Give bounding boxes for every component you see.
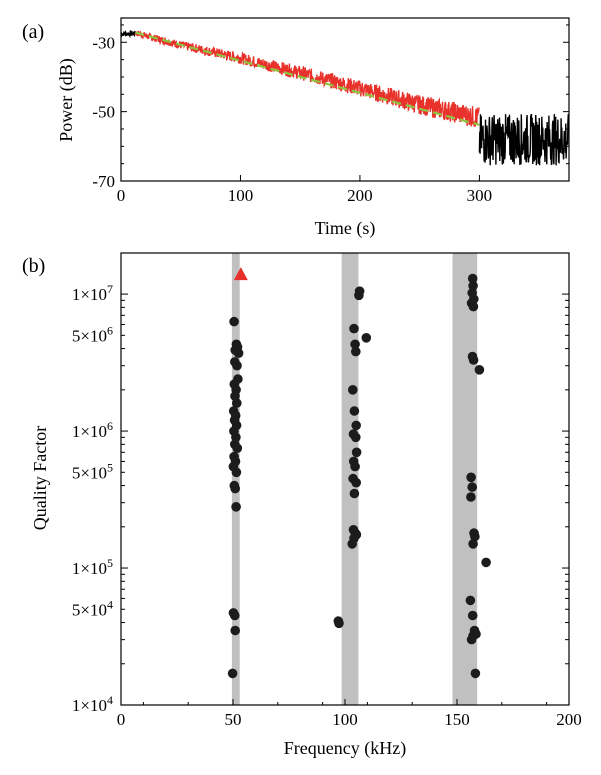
data-point bbox=[334, 618, 344, 629]
data-point bbox=[465, 595, 476, 606]
panel-b-y-tick-label: 5×106 bbox=[72, 323, 113, 345]
data-point bbox=[468, 539, 478, 549]
data-point bbox=[231, 502, 241, 512]
panel-a-y-ticks: -30 -50 -70 bbox=[92, 24, 569, 191]
data-point bbox=[231, 467, 242, 478]
data-point bbox=[361, 333, 372, 343]
data-point bbox=[230, 610, 240, 621]
data-point bbox=[466, 634, 477, 645]
panel-a-x-axis-title: Time (s) bbox=[315, 218, 376, 239]
data-point bbox=[348, 385, 358, 395]
data-point bbox=[351, 447, 362, 458]
panel-b-y-tick-label: 1×106 bbox=[72, 419, 113, 441]
data-point bbox=[227, 668, 238, 679]
panel-a-power-decay: (a) 0 100 200 300 -30 -50 -70 Time (s) Power … bbox=[22, 17, 570, 239]
data-point bbox=[350, 461, 360, 472]
data-point bbox=[468, 301, 479, 312]
panel-a-x-tick-label: 0 bbox=[117, 186, 126, 205]
panel-b-x-tick-label: 100 bbox=[332, 710, 358, 729]
data-point bbox=[229, 316, 239, 327]
data-point bbox=[232, 360, 242, 371]
data-point bbox=[232, 443, 243, 454]
data-point bbox=[230, 483, 240, 494]
data-point bbox=[349, 488, 360, 499]
data-point bbox=[466, 472, 476, 483]
panel-b-x-tick-label: 150 bbox=[444, 710, 470, 729]
data-point bbox=[468, 281, 478, 291]
highlight-triangle-marker bbox=[233, 267, 248, 281]
panel-b-x-axis-title: Frequency (kHz) bbox=[284, 738, 406, 759]
panel-b-y-tick-label: 1×107 bbox=[72, 282, 113, 304]
data-point bbox=[351, 420, 362, 431]
panel-b-x-tick-label: 0 bbox=[117, 710, 126, 729]
panel-b-y-tick-label: 1×104 bbox=[72, 693, 113, 715]
data-point bbox=[347, 539, 358, 549]
data-point bbox=[351, 477, 362, 488]
panel-b-y-ticks: 1×107 5×106 1×106 5×105 1×105 5×104 1×104 bbox=[72, 282, 569, 715]
data-point bbox=[470, 668, 481, 679]
data-point bbox=[351, 346, 361, 357]
panel-a-x-tick-label: 100 bbox=[228, 186, 254, 205]
data-point bbox=[470, 531, 480, 542]
data-point bbox=[468, 355, 479, 365]
data-point bbox=[467, 482, 478, 492]
panel-b-x-tick-label: 200 bbox=[556, 710, 582, 729]
panel-b-label: (b) bbox=[22, 255, 45, 277]
fit-line bbox=[135, 31, 480, 126]
frequency-band bbox=[231, 253, 240, 705]
data-point bbox=[349, 406, 360, 416]
data-point bbox=[466, 492, 476, 502]
panel-b-x-ticks: 0 50 100 150 200 bbox=[117, 699, 582, 729]
data-point bbox=[230, 625, 240, 636]
panel-a-y-tick-label: -50 bbox=[92, 103, 115, 122]
panel-a-x-tick-label: 300 bbox=[467, 186, 493, 205]
panel-b-y-axis-title: Quality Factor bbox=[30, 426, 50, 530]
panel-a-y-axis-title: Power (dB) bbox=[56, 58, 77, 142]
panel-b-y-tick-label: 5×104 bbox=[72, 597, 113, 619]
data-point bbox=[354, 290, 364, 301]
data-point bbox=[481, 557, 491, 568]
panel-a-y-tick-label: -30 bbox=[92, 33, 115, 52]
panel-b-y-tick-label: 5×105 bbox=[72, 460, 113, 482]
panel-a-x-ticks: 0 100 200 300 bbox=[117, 175, 492, 205]
raw-signal-post-trace bbox=[478, 113, 570, 166]
panel-b-x-tick-label: 50 bbox=[225, 710, 242, 729]
panel-a-y-tick-label: -70 bbox=[92, 172, 115, 191]
panel-a-x-tick-label: 200 bbox=[347, 186, 373, 205]
data-point bbox=[349, 323, 359, 334]
panel-a-plot-area bbox=[120, 29, 570, 166]
panel-b-quality-factor: (b) 0 50 100 150 200 1×1075×1061×1065×1051×1… bbox=[22, 252, 582, 759]
panel-a-label: (a) bbox=[22, 21, 44, 43]
data-point bbox=[351, 432, 361, 443]
data-point bbox=[350, 339, 360, 350]
panel-b-data-points bbox=[227, 267, 491, 679]
data-point bbox=[233, 348, 244, 359]
data-point bbox=[467, 273, 478, 284]
data-point bbox=[467, 610, 478, 621]
selected-decay-trace bbox=[134, 30, 480, 128]
data-point bbox=[474, 365, 485, 375]
panel-b-y-tick-label: 1×105 bbox=[72, 556, 113, 578]
raw-signal-pre-trace bbox=[120, 29, 136, 39]
panel-a-frame bbox=[120, 17, 570, 182]
data-point bbox=[232, 398, 242, 408]
